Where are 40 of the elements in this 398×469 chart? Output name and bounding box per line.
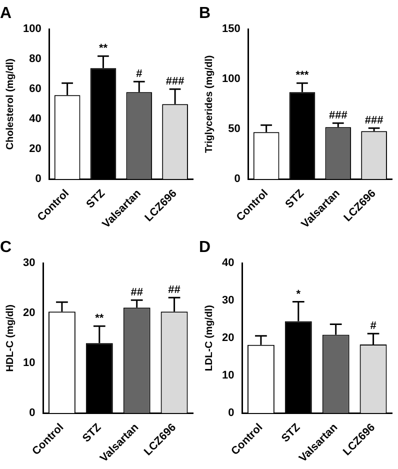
x-tick-label: STZ bbox=[279, 421, 303, 445]
y-axis-title: Triglycerides (mg/dl) bbox=[204, 55, 215, 154]
annotation: *** bbox=[296, 70, 310, 82]
chart-title: D bbox=[199, 239, 211, 256]
y-tick-label: 100 bbox=[22, 23, 42, 36]
annotation: # bbox=[370, 320, 376, 332]
annotation: ** bbox=[95, 312, 104, 325]
y-tick-label: 40 bbox=[29, 113, 42, 126]
annotation: ## bbox=[130, 286, 143, 299]
y-tick-label: 20 bbox=[222, 332, 234, 344]
y-tick-label: 0 bbox=[29, 407, 36, 420]
annotation: * bbox=[296, 288, 302, 300]
chart-title: B bbox=[199, 5, 211, 22]
y-axis-title: LDL-C (mg/dl) bbox=[204, 305, 215, 372]
annotation: ### bbox=[328, 110, 348, 122]
y-tick-label: 150 bbox=[222, 23, 240, 36]
y-tick-label: 30 bbox=[222, 294, 234, 307]
annotation: ** bbox=[98, 42, 108, 55]
annotation: ## bbox=[168, 284, 180, 296]
annotation: # bbox=[136, 68, 142, 80]
y-tick-label: 10 bbox=[222, 370, 234, 382]
y-tick-label: 20 bbox=[29, 143, 42, 156]
chart-title: A bbox=[0, 5, 12, 22]
y-tick-label: 0 bbox=[228, 407, 234, 420]
y-tick-label: 100 bbox=[222, 73, 240, 86]
chart-title: C bbox=[0, 239, 12, 256]
y-tick-label: 60 bbox=[29, 83, 42, 96]
y-tick-label: 40 bbox=[222, 257, 234, 270]
y-tick-label: 0 bbox=[35, 173, 42, 186]
y-tick-label: 80 bbox=[29, 53, 42, 66]
y-tick-label: 30 bbox=[22, 257, 36, 270]
annotation: ### bbox=[364, 114, 384, 127]
annotation: ### bbox=[166, 76, 184, 88]
y-tick-label: 0 bbox=[234, 173, 240, 186]
y-axis-title: Cholesterol (mg/dl) bbox=[4, 58, 16, 150]
y-tick-label: 50 bbox=[228, 123, 240, 136]
x-tick-label: STZ bbox=[80, 421, 104, 445]
y-axis-title: HDL-C (mg/dl) bbox=[4, 304, 16, 372]
y-tick-label: 10 bbox=[22, 357, 36, 370]
y-tick-label: 20 bbox=[22, 307, 36, 320]
